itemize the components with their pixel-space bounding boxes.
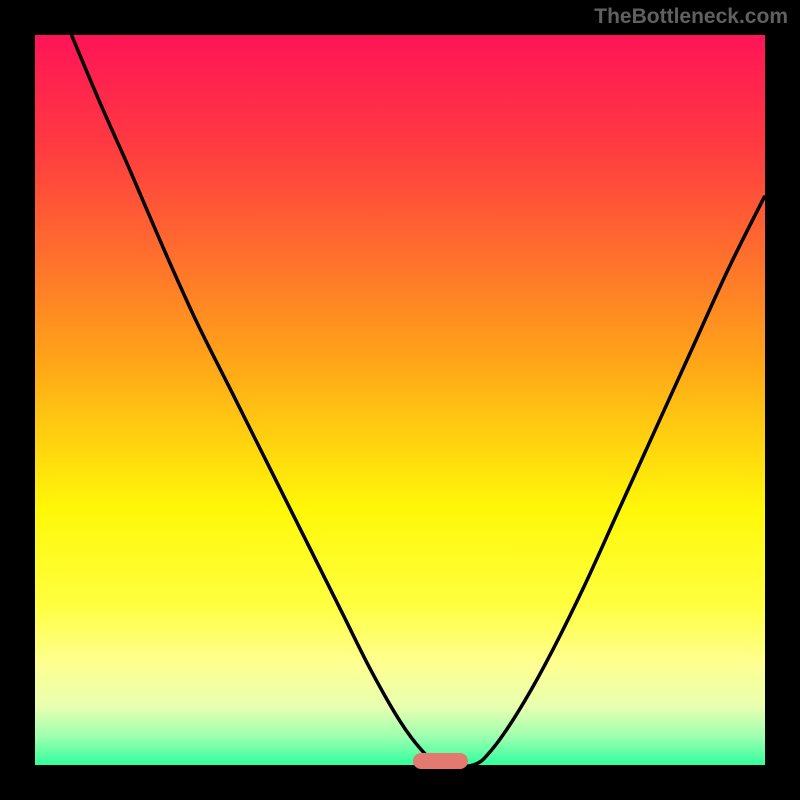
watermark-text: TheBottleneck.com xyxy=(594,5,788,29)
optimal-marker xyxy=(413,753,468,769)
bottleneck-curve xyxy=(35,35,765,765)
chart-container xyxy=(35,35,765,765)
